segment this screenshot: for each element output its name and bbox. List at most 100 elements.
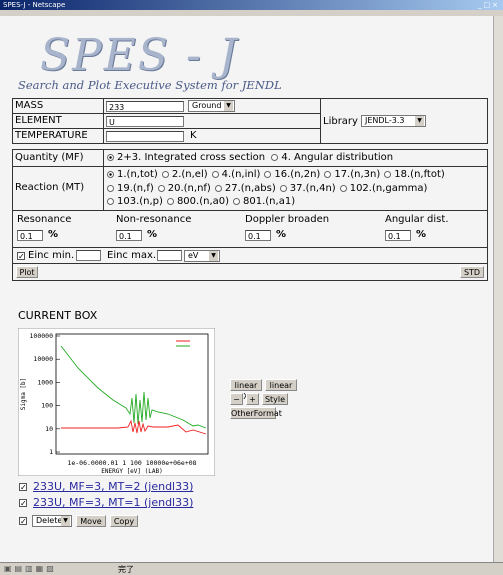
reaction-option[interactable]: 27.(n,abs) <box>215 183 276 194</box>
y-tick-label: 1000 <box>37 378 53 386</box>
window-controls[interactable]: _□× <box>478 0 500 10</box>
quantity-option[interactable]: 4. Angular distribution <box>271 152 393 163</box>
action-checkbox[interactable]: ✓ <box>19 517 27 525</box>
tolerance-input[interactable]: 0.1 <box>17 230 43 241</box>
tolerance-unit: % <box>48 229 58 240</box>
reaction-option[interactable]: 800.(n,a0) <box>167 196 229 207</box>
reaction-option[interactable]: 801.(n,a1) <box>233 196 295 207</box>
browser-window: SPES-J - Netscape _□× SPES - J Search an… <box>0 0 503 575</box>
reaction-option[interactable]: 16.(n,2n) <box>264 169 320 180</box>
einc-min-label: Einc min. <box>28 250 74 261</box>
tolerance-unit: % <box>276 229 286 240</box>
einc-cell: ✓ Einc min. Einc max. eV <box>12 247 488 264</box>
tolerance-input[interactable]: 0.1 <box>385 230 411 241</box>
y-tick-label: 100000 <box>30 332 54 340</box>
status-bar: ▣▤▥▦▧ 完了 <box>0 562 503 575</box>
reaction-option[interactable]: 102.(n,gamma) <box>340 183 428 194</box>
move-button[interactable]: Move <box>76 515 106 527</box>
library-select[interactable]: JENDL-3.3 <box>361 115 426 127</box>
entry-link[interactable]: 233U, MF=3, MT=2 (jendl33) <box>33 480 193 493</box>
plot-button[interactable]: Style <box>262 393 288 405</box>
radio-button[interactable] <box>280 185 287 192</box>
reaction-option[interactable]: 4.(n,inl) <box>212 169 261 180</box>
element-label: ELEMENT <box>15 115 62 126</box>
reaction-option[interactable]: 18.(n,ftot) <box>384 169 445 180</box>
einc-checkbox[interactable]: ✓ <box>17 252 25 260</box>
entry-checkbox[interactable]: ✓ <box>19 483 27 491</box>
x-tick-labels: 1e-06.0000.01 1 100 10000e+06e+08 <box>67 459 196 467</box>
label-cell: Quantity (MF) <box>12 149 104 167</box>
option-text: 16.(n,2n) <box>274 169 320 180</box>
tolerance-input[interactable]: 0.1 <box>116 230 142 241</box>
einc-min-input[interactable] <box>76 250 101 261</box>
temperature-input[interactable] <box>106 131 184 142</box>
element-input[interactable]: U <box>106 116 184 127</box>
radio-button[interactable] <box>384 171 391 178</box>
entry-link[interactable]: 233U, MF=3, MT=1 (jendl33) <box>33 496 193 509</box>
einc-max-input[interactable] <box>157 250 182 261</box>
option-text: 27.(n,abs) <box>225 183 276 194</box>
tolerance-unit: % <box>416 229 426 240</box>
radio-button[interactable] <box>264 171 271 178</box>
plot-button[interactable]: − <box>230 393 243 405</box>
y-tick-label: 10 <box>45 425 53 433</box>
radio-button[interactable] <box>107 171 114 178</box>
radio-button[interactable] <box>167 198 174 205</box>
quantity-label: Quantity (MF) <box>15 152 84 163</box>
option-text: 1.(n,tot) <box>117 169 158 180</box>
temperature-unit: K <box>190 130 197 141</box>
reaction-option[interactable]: 19.(n,f) <box>107 183 154 194</box>
action-select[interactable]: Delete <box>32 515 72 527</box>
tolerance-label: Non-resonance <box>116 214 191 225</box>
option-text: 4.(n,inl) <box>222 169 261 180</box>
option-text: 801.(n,a1) <box>243 196 295 207</box>
reaction-option[interactable]: 2.(n,el) <box>162 169 208 180</box>
radio-button[interactable] <box>324 171 331 178</box>
title-bar: SPES-J - Netscape _□× <box>0 0 503 10</box>
option-text: 800.(n,a0) <box>177 196 229 207</box>
state-select[interactable]: Ground <box>188 100 235 112</box>
plot-button[interactable]: linear X <box>230 379 262 391</box>
plot-button[interactable]: Plot <box>16 266 38 278</box>
radio-button[interactable] <box>107 198 114 205</box>
plot-button[interactable]: OtherFormat <box>230 407 276 419</box>
radio-button[interactable] <box>233 198 240 205</box>
reaction-option[interactable]: 20.(n,nf) <box>158 183 211 194</box>
std-button[interactable]: STD <box>460 266 484 278</box>
tolerance-label: Resonance <box>17 214 71 225</box>
option-text: 2.(n,el) <box>172 169 208 180</box>
quantity-option[interactable]: 2+3. Integrated cross section <box>107 152 265 163</box>
y-tick-label: 10000 <box>33 355 53 363</box>
page-content: SPES - J Search and Plot Executive Syste… <box>0 16 493 562</box>
reaction-option[interactable]: 37.(n,4n) <box>280 183 336 194</box>
option-text: 19.(n,f) <box>117 183 154 194</box>
logo-subtitle: Search and Plot Executive System for JEN… <box>18 78 282 92</box>
tolerance-label: Doppler broaden <box>245 214 329 225</box>
plot-button[interactable]: + <box>246 393 259 405</box>
radio-button[interactable] <box>340 185 347 192</box>
entry-checkbox[interactable]: ✓ <box>19 499 27 507</box>
radio-button[interactable] <box>215 185 222 192</box>
einc-max-label: Einc max. <box>107 250 156 261</box>
tolerance-cell: Resonance 0.1% Non-resonance 0.1% Doppler br… <box>12 210 488 248</box>
input-cell: K <box>103 128 321 144</box>
reaction-option[interactable]: 17.(n,3n) <box>324 169 380 180</box>
plot-button[interactable]: linear Y <box>265 379 297 391</box>
copy-button[interactable]: Copy <box>110 515 138 527</box>
reaction-label: Reaction (MT) <box>15 182 84 193</box>
tolerance-input[interactable]: 0.1 <box>245 230 271 241</box>
reaction-option[interactable]: 103.(n,p) <box>107 196 163 207</box>
status-text: 完了 <box>118 564 134 575</box>
mass-input[interactable]: 233 <box>106 101 184 112</box>
scrollbar[interactable] <box>493 16 503 562</box>
unit-select[interactable]: eV <box>184 250 220 262</box>
y-tick-label: 100 <box>41 402 53 410</box>
label-cell: Reaction (MT) <box>12 166 104 211</box>
radio-button[interactable] <box>162 171 169 178</box>
radio-button[interactable] <box>107 185 114 192</box>
radio-button[interactable] <box>212 171 219 178</box>
option-text: 103.(n,p) <box>117 196 163 207</box>
radio-button[interactable] <box>158 185 165 192</box>
reaction-option[interactable]: 1.(n,tot) <box>107 169 158 180</box>
